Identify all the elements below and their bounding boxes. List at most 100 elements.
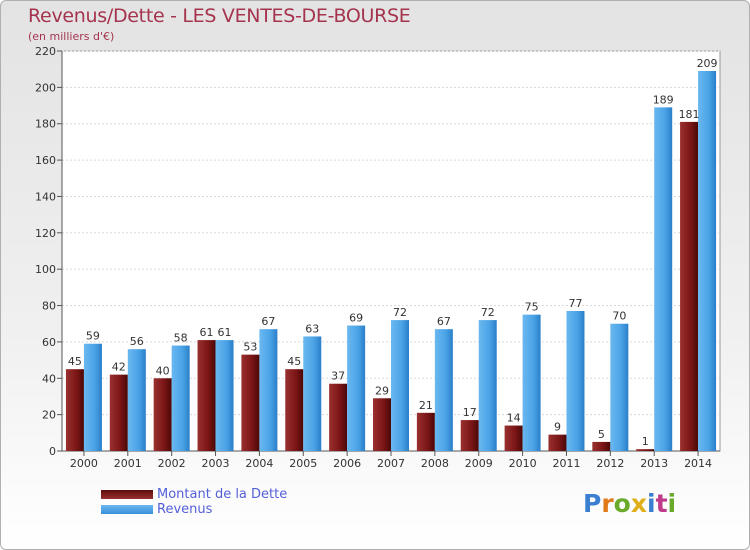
chart-subtitle: (en milliers d'€) [28,30,115,43]
bar-debt [285,369,304,451]
bar-revenue [478,320,497,451]
data-label-debt: 37 [331,370,345,383]
legend-label-debt: Montant de la Dette [157,487,288,502]
bar-debt [329,383,348,451]
data-label-revenue: 67 [261,315,275,328]
logo-letter: i [647,489,656,518]
x-tick-label: 2002 [158,457,186,470]
data-label-debt: 17 [463,406,477,419]
logo-letter: r [601,489,614,518]
data-label-revenue: 70 [612,310,626,323]
bar-revenue [215,340,234,451]
logo-letter: P [583,489,602,518]
x-tick-label: 2010 [509,457,537,470]
proxiti-logo: Proxiti [583,489,676,518]
y-tick-label: 60 [42,336,56,349]
data-label-revenue: 61 [218,326,232,339]
data-label-revenue: 72 [393,306,407,319]
x-tick-label: 2000 [70,457,98,470]
y-tick-label: 180 [35,118,56,131]
bar-debt [153,378,172,451]
data-label-debt: 42 [112,361,126,374]
bar-revenue [698,71,717,451]
x-tick-label: 2004 [245,457,273,470]
data-label-revenue: 63 [305,322,319,335]
data-label-revenue: 189 [653,93,674,106]
y-tick-label: 220 [35,45,56,58]
x-tick-label: 2001 [114,457,142,470]
y-tick-label: 80 [42,300,56,313]
x-tick-label: 2007 [377,457,405,470]
bar-debt [592,441,611,451]
bar-revenue [434,329,453,451]
data-label-debt: 40 [156,364,170,377]
y-tick-label: 140 [35,190,56,203]
bar-debt [680,121,699,451]
data-label-revenue: 77 [568,297,582,310]
x-tick-label: 2006 [333,457,361,470]
data-label-revenue: 56 [130,335,144,348]
logo-letter: i [667,489,677,518]
data-label-revenue: 69 [349,312,363,325]
bar-debt [109,374,128,451]
bar-debt [460,420,479,451]
bar-debt [241,354,260,451]
data-label-revenue: 72 [481,306,495,319]
bar-revenue [391,320,409,451]
bar-debt [636,449,655,451]
data-label-revenue: 59 [86,330,100,343]
y-tick-label: 200 [35,81,56,94]
x-tick-label: 2014 [684,457,712,470]
chart-title: Revenus/Dette - LES VENTES-DE-BOURSE [28,5,411,27]
logo-letter: t [655,489,668,518]
data-label-debt: 5 [598,428,605,441]
legend-label-revenue: Revenus [157,502,213,517]
bar-revenue [83,343,102,451]
bar-debt [416,412,435,451]
bar-revenue [522,314,541,451]
y-tick-label: 120 [35,227,56,240]
data-label-revenue: 58 [174,332,188,345]
data-label-debt: 29 [375,384,389,397]
data-label-revenue: 209 [697,57,718,70]
bar-revenue [566,311,585,451]
bar-revenue [654,107,673,451]
bar-revenue [259,329,278,451]
y-tick-label: 160 [35,154,56,167]
bar-revenue [127,349,146,451]
bar-debt [504,425,523,451]
data-label-revenue: 67 [437,315,451,328]
x-tick-label: 2008 [421,457,449,470]
x-tick-label: 2003 [202,457,230,470]
x-tick-label: 2011 [552,457,580,470]
y-tick-label: 0 [49,445,56,458]
bar-debt [197,340,216,451]
data-label-debt: 181 [679,108,700,121]
data-label-debt: 61 [200,326,214,339]
y-tick-label: 20 [42,409,56,422]
y-tick-label: 100 [35,263,56,276]
legend-swatch-revenue [101,505,153,514]
logo-letter: o [613,489,631,518]
bar-debt [65,369,84,451]
x-tick-label: 2012 [596,457,624,470]
data-label-debt: 21 [419,399,433,412]
data-label-debt: 1 [642,435,649,448]
data-label-debt: 14 [507,412,521,425]
y-tick-label: 40 [42,372,56,385]
x-tick-label: 2013 [640,457,668,470]
bar-debt [373,398,391,451]
bar-revenue [171,345,190,451]
data-label-debt: 9 [554,421,561,434]
data-label-debt: 45 [287,355,301,368]
legend-swatch-debt [101,490,153,499]
bar-revenue [610,323,629,451]
logo-letter: x [630,489,647,518]
bar-debt [548,434,567,451]
x-tick-label: 2005 [289,457,317,470]
data-label-revenue: 75 [525,301,539,314]
data-label-debt: 45 [68,355,82,368]
x-tick-label: 2009 [465,457,493,470]
